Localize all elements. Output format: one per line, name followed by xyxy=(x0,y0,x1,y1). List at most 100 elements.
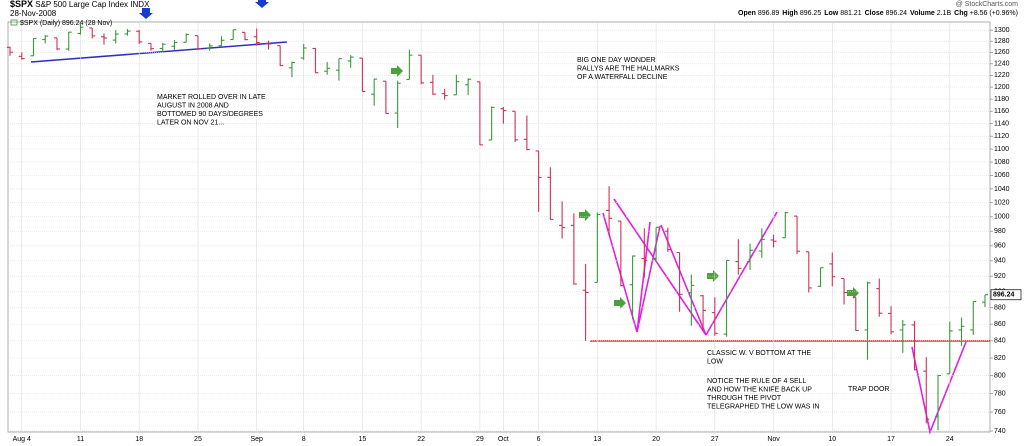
ohlc-bar xyxy=(441,88,448,100)
stat-label: Open xyxy=(738,10,756,17)
y-tick-label: 840 xyxy=(994,338,1006,345)
x-tick-label: 6 xyxy=(537,436,541,443)
ohlc-bar xyxy=(136,30,143,44)
annotation: OF A WATERFALL DECLINE xyxy=(577,74,668,81)
ohlc-bar xyxy=(664,227,671,252)
stat-label: High xyxy=(782,10,798,17)
ohlc-bar xyxy=(394,80,401,128)
stat-value: 896.24 xyxy=(885,10,908,17)
ohlc-bar xyxy=(500,106,507,124)
ohlc-bar xyxy=(653,226,660,263)
ohlc-bar xyxy=(194,35,201,51)
x-tick-label: 10 xyxy=(828,436,836,443)
annotation: BIG ONE DAY WONDER xyxy=(577,57,656,64)
y-tick-label: 820 xyxy=(994,355,1006,362)
ohlc-bar xyxy=(782,211,789,239)
ohlc-bar xyxy=(559,201,566,239)
ohlc-bar xyxy=(324,62,331,75)
right-arrow xyxy=(847,287,859,299)
y-tick-label: 1060 xyxy=(994,172,1010,179)
stat-label: Close xyxy=(864,10,884,17)
ohlc-bar xyxy=(676,252,683,312)
ohlc-bar xyxy=(371,78,378,106)
down-arrow xyxy=(139,8,153,19)
annotation: LOW xyxy=(707,358,723,365)
y-tick-label: 760 xyxy=(994,409,1006,416)
last-price-box xyxy=(990,289,1022,301)
w-bottom xyxy=(613,198,707,336)
y-tick-label: 920 xyxy=(994,273,1006,280)
ohlc-bar xyxy=(171,40,178,51)
ohlc-bar xyxy=(418,54,425,85)
annotation: BOTTOMED 90 DAYS/DEGREES xyxy=(157,111,263,118)
ohlc-bar xyxy=(899,319,906,353)
ohlc-bar xyxy=(218,36,225,47)
y-tick-label: 780 xyxy=(994,390,1006,397)
legend-label: $SPX (Daily) 896.24 (28 Nov) xyxy=(20,20,112,27)
ohlc-bar xyxy=(159,42,166,52)
date: 28-Nov-2008 xyxy=(10,9,57,18)
plot-frame xyxy=(7,21,991,433)
header-stats: @ StockCharts.com Open 896.89 High 896.25… xyxy=(735,0,1018,18)
ohlc-bar xyxy=(582,263,589,341)
x-tick-label: 22 xyxy=(417,436,425,443)
annotation: MARKET ROLLED OVER IN LATE xyxy=(157,94,266,101)
w-bottom xyxy=(602,212,651,333)
arrows xyxy=(139,0,859,309)
w-bottom xyxy=(660,224,707,336)
ohlc-bar xyxy=(112,30,119,44)
ohlc-bar xyxy=(535,150,542,212)
ohlc-bar xyxy=(312,47,319,74)
annotation: THROUGH THE PIVOT xyxy=(707,395,782,402)
ohlc-bar xyxy=(547,167,554,221)
ohlc-bar xyxy=(277,45,284,67)
ohlc-bar xyxy=(935,374,942,431)
last-price-label: 896.24 xyxy=(993,292,1015,299)
annotation: AUGUST IN 2008 AND xyxy=(157,102,229,109)
x-tick-label: Oct xyxy=(498,436,509,443)
ohlc-bar xyxy=(594,212,601,283)
stats: Open 896.89 High 896.25 Low 881.21 Close 89… xyxy=(735,9,1018,18)
x-tick-label: 29 xyxy=(476,436,484,443)
ohlc-bar xyxy=(794,215,801,255)
y-tick-label: 860 xyxy=(994,321,1006,328)
x-tick-label: 25 xyxy=(194,436,202,443)
ohlc-bar xyxy=(100,33,107,45)
y-tick-label: 1300 xyxy=(994,27,1010,34)
y-tick-label: 980 xyxy=(994,228,1006,235)
ohlc-bar xyxy=(147,42,154,51)
x-tick-label: Aug 4 xyxy=(13,436,31,443)
y-tick-label: 740 xyxy=(994,428,1006,435)
annotation: AND HOW THE KNIFE BACK UP xyxy=(707,386,812,393)
ohlc-bar xyxy=(852,296,859,332)
ohlc-bar xyxy=(723,259,730,337)
ohlc-bar xyxy=(700,294,707,330)
y-tick-label: 1160 xyxy=(994,108,1009,115)
ohlc-bar xyxy=(758,228,765,258)
ohlc-bar xyxy=(77,23,84,35)
x-tick-label: 18 xyxy=(135,436,143,443)
ohlc-bar xyxy=(253,28,260,46)
ohlc-bar xyxy=(7,46,13,56)
ohlc-bar xyxy=(829,252,836,287)
trap-door xyxy=(911,341,967,435)
annotation: TELEGRAPHED THE LOW WAS IN xyxy=(707,403,819,410)
right-arrow xyxy=(391,65,403,77)
ohlc-bar xyxy=(923,357,930,424)
ohlc-bar xyxy=(876,278,883,317)
ohlc-bar xyxy=(453,74,460,96)
trend-line xyxy=(30,41,288,63)
ohlc-bar xyxy=(570,213,577,285)
ohlc-bar xyxy=(359,57,366,92)
ohlc-bar xyxy=(42,35,49,44)
ohlc-bar xyxy=(124,29,131,36)
exchange: INDX xyxy=(130,0,150,9)
stat-value: +8.56 (+0.96%) xyxy=(969,10,1018,17)
x-tick-label: 20 xyxy=(652,436,660,443)
ohlc-bar xyxy=(770,234,777,248)
down-arrow xyxy=(255,0,269,8)
title-row: $SPX S&P 500 Large Cap Index INDX xyxy=(10,0,149,9)
y-tick-label: 940 xyxy=(994,258,1006,265)
x-tick-label: 15 xyxy=(359,436,367,443)
